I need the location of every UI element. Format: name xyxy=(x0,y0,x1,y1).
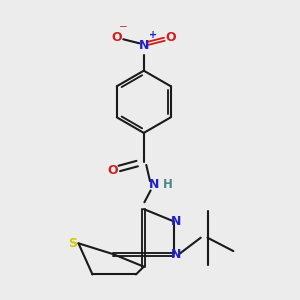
Text: N: N xyxy=(139,39,149,52)
Text: O: O xyxy=(111,31,122,44)
Text: H: H xyxy=(163,178,173,191)
Text: −: − xyxy=(119,22,128,32)
Text: O: O xyxy=(107,164,118,177)
Text: +: + xyxy=(149,30,157,40)
Text: N: N xyxy=(171,215,181,228)
Text: S: S xyxy=(68,237,77,250)
Text: N: N xyxy=(171,248,181,261)
Text: O: O xyxy=(166,31,176,44)
Text: N: N xyxy=(148,178,159,191)
